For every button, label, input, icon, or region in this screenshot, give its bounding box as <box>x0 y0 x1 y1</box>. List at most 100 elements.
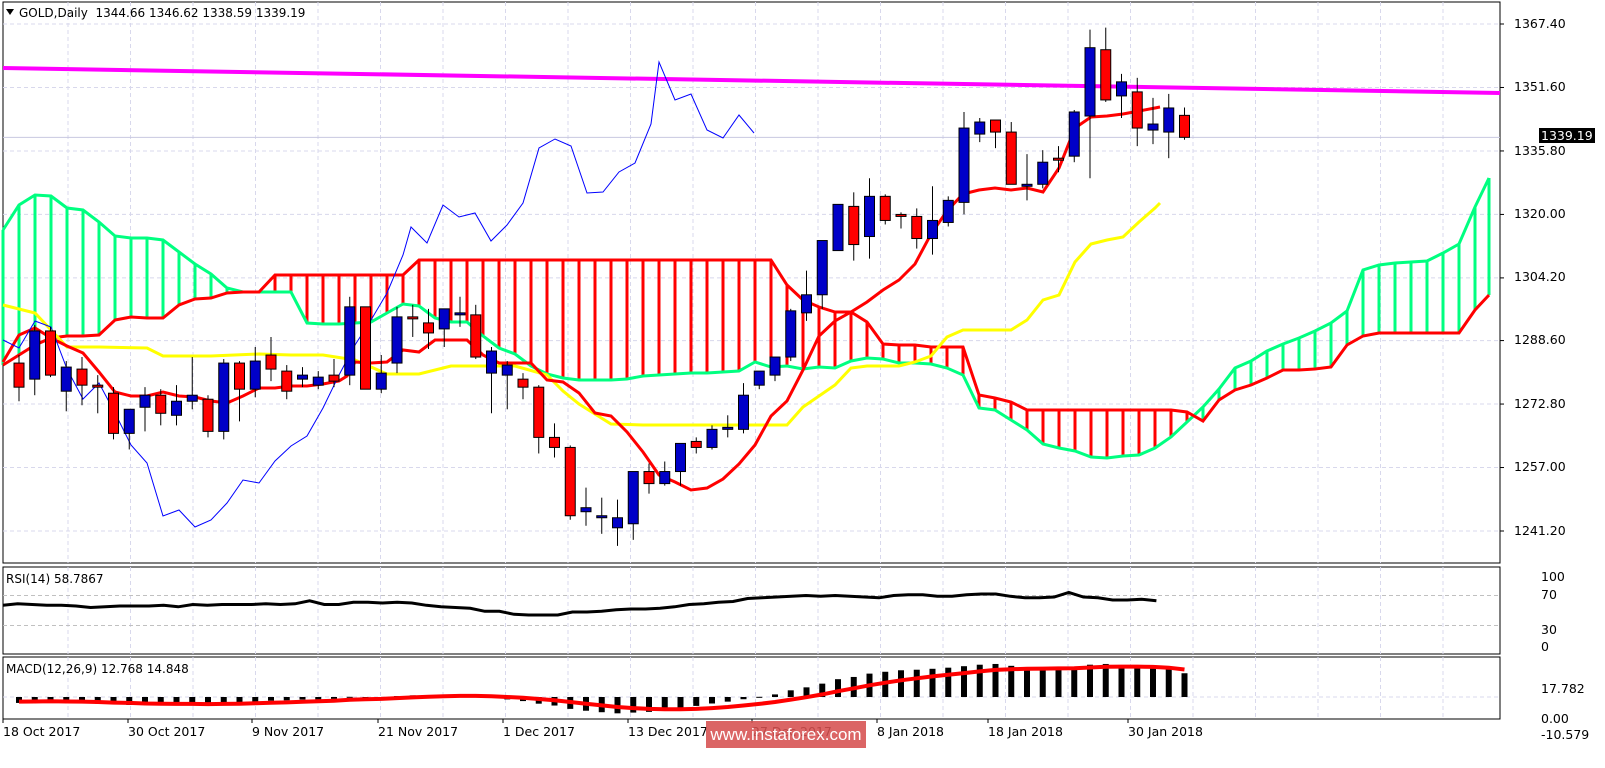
bear-candle <box>643 471 655 485</box>
price-tick: 1288.60 <box>1514 332 1566 347</box>
macd-histogram-bar <box>1071 667 1078 697</box>
bull-candle <box>218 362 230 432</box>
bull-candle <box>123 408 135 434</box>
time-label: 13 Dec 2017 <box>628 724 708 739</box>
bull-candle <box>454 312 466 316</box>
bear-candle <box>328 374 340 382</box>
rsi-tick: 0 <box>1541 639 1549 654</box>
bear-candle <box>879 195 891 221</box>
macd-histogram-bar <box>315 697 322 700</box>
macd-tick: 0.00 <box>1541 711 1569 726</box>
macd-histogram-bar <box>945 667 952 697</box>
rsi-panel <box>2 566 1501 655</box>
price-tick: 1351.60 <box>1514 79 1566 94</box>
bear-candle <box>517 378 529 388</box>
bear-candle <box>92 384 104 388</box>
macd-histogram-bar <box>205 697 211 705</box>
time-label: 21 Nov 2017 <box>378 724 459 739</box>
bull-candle <box>375 372 387 390</box>
macd-histogram-bar <box>268 697 274 701</box>
macd-histogram-bar <box>331 697 337 699</box>
macd-histogram-bar <box>346 696 353 698</box>
macd-histogram-bar <box>1118 665 1125 697</box>
rsi-tick: 100 <box>1541 569 1565 584</box>
bear-candle <box>360 306 371 390</box>
macd-histogram-bar <box>173 697 180 705</box>
bull-candle <box>675 442 686 473</box>
macd-histogram-bar <box>299 697 306 700</box>
bull-candle <box>927 219 938 240</box>
bull-candle <box>312 376 324 386</box>
macd-histogram-bar <box>1181 673 1188 697</box>
bull-candle <box>753 370 765 386</box>
macd-histogram-bar <box>724 697 731 702</box>
bear-candle <box>1179 114 1190 138</box>
symbol-label: GOLD,Daily <box>19 6 88 20</box>
rsi-label: RSI(14) 58.7867 <box>6 572 104 586</box>
bull-candle <box>864 195 875 238</box>
bull-candle <box>832 203 844 252</box>
macd-histogram-bar <box>740 697 747 700</box>
bear-candle <box>911 215 923 240</box>
macd-histogram-bar <box>961 666 967 697</box>
macd-histogram-bar <box>1024 667 1030 697</box>
bull-candle <box>816 240 828 296</box>
bull-candle <box>801 294 812 314</box>
macd-histogram-bar <box>1134 666 1141 697</box>
bull-candle <box>186 394 198 402</box>
bull-candle <box>1163 107 1175 133</box>
watermark: www.instaforex.com <box>706 721 866 748</box>
bull-candle <box>769 356 781 376</box>
bear-candle <box>202 398 214 432</box>
bull-candle <box>612 517 623 529</box>
macd-signal-line <box>18 664 1185 712</box>
bull-candle <box>738 394 749 430</box>
bull-candle <box>722 426 734 430</box>
macd-histogram-bar <box>220 697 227 704</box>
bull-candle <box>974 121 986 135</box>
macd-tick: 17.782 <box>1541 681 1585 696</box>
rsi-line <box>2 590 1157 617</box>
macd-label: MACD(12,26,9) 12.768 14.848 <box>6 662 189 676</box>
macd-histogram-bar <box>772 694 778 697</box>
time-label: 30 Jan 2018 <box>1128 724 1203 739</box>
price-tick: 1304.20 <box>1514 269 1566 284</box>
bear-candle <box>234 362 245 390</box>
macd-histogram-bar <box>1087 664 1093 697</box>
bull-candle <box>501 364 513 376</box>
collapse-arrow-icon[interactable] <box>6 9 14 15</box>
bull-candle <box>60 366 72 392</box>
kijun-sen-line <box>2 201 1162 427</box>
ohlc-values: 1344.66 1346.62 1338.59 1339.19 <box>95 6 306 20</box>
bull-candle <box>706 428 718 448</box>
price-tick: 1367.40 <box>1514 16 1566 31</box>
macd-histogram-bar <box>1165 668 1172 697</box>
macd-histogram-bar <box>677 697 684 708</box>
bear-candle <box>1053 157 1064 161</box>
bear-candle <box>549 436 560 448</box>
bull-candle <box>785 310 797 358</box>
macd-histogram-bar <box>835 679 841 697</box>
macd-histogram-bar <box>252 697 259 702</box>
bear-candle <box>76 368 88 386</box>
time-label: 1 Dec 2017 <box>503 724 575 739</box>
macd-histogram-bar <box>913 669 920 697</box>
time-label: 30 Oct 2017 <box>128 724 206 739</box>
resistance-trendline <box>2 66 1501 95</box>
bear-candle <box>13 362 25 388</box>
macd-histogram-bar <box>661 697 668 710</box>
macd-histogram-bar <box>992 663 999 697</box>
bear-candle <box>265 354 277 370</box>
macd-histogram-bar <box>976 664 983 697</box>
tenkan-sen-line <box>1 105 1161 492</box>
bull-candle <box>1021 183 1033 187</box>
macd-histogram-bar <box>1055 667 1062 697</box>
bear-candle <box>155 394 167 414</box>
price-tick: 1257.00 <box>1514 459 1566 474</box>
bear-candle <box>533 386 545 438</box>
senkou-span-b-line <box>2 258 1491 423</box>
rsi-tick: 70 <box>1541 587 1557 602</box>
time-label: 9 Nov 2017 <box>252 724 325 739</box>
bull-candle <box>139 394 151 408</box>
